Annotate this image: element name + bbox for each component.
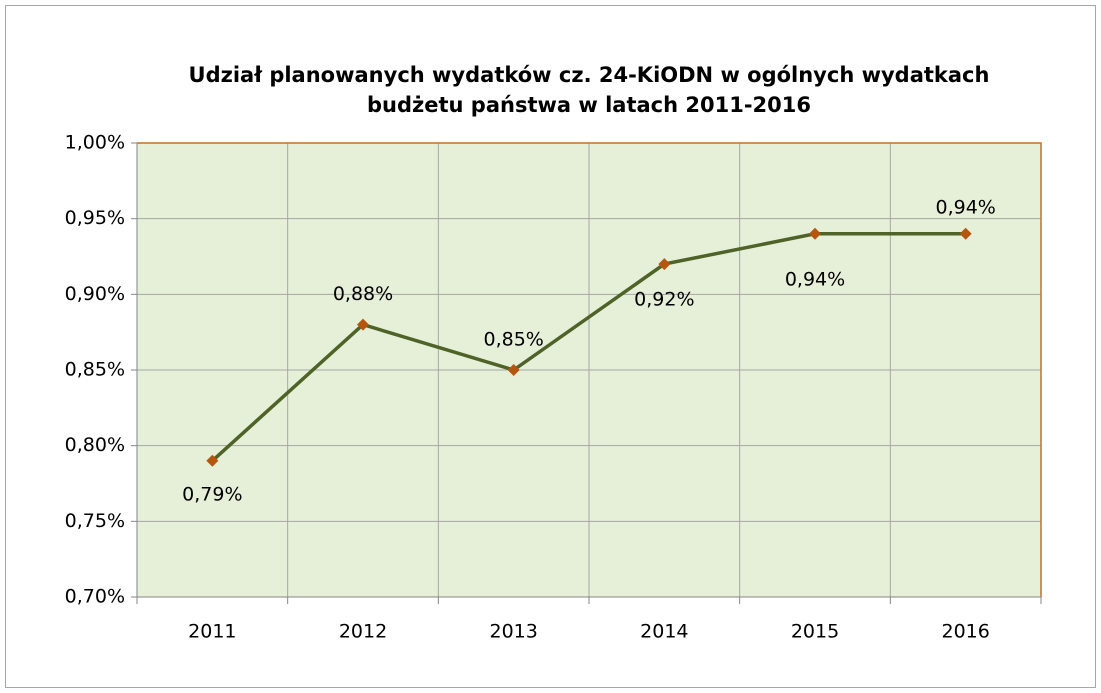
y-tick-label: 0,90% [65,283,125,305]
chart-title: budżetu państwa w latach 2011-2016 [367,93,811,117]
data-label: 0,94% [785,268,845,290]
data-point [206,454,219,467]
plot-border [137,142,1042,597]
data-label: 0,94% [935,196,995,218]
y-tick-label: 0,85% [65,359,125,381]
y-tick-label: 0,75% [65,510,125,532]
x-tick-label: 2015 [791,621,839,643]
data-point [357,318,369,331]
y-tick-label: 0,80% [65,434,125,456]
data-point [809,227,821,240]
x-tick-label: 2012 [339,621,387,643]
chart-title: Udział planowanych wydatków cz. 24-KiODN… [189,63,990,87]
x-tick-label: 2014 [640,621,688,643]
y-tick-label: 0,70% [65,586,125,608]
x-tick-label: 2011 [188,621,236,643]
data-label: 0,85% [483,329,543,351]
data-label: 0,79% [182,483,242,505]
data-point [959,227,972,240]
data-point [658,258,671,271]
x-tick-label: 2016 [941,621,989,643]
y-tick-label: 0,95% [65,207,125,229]
y-tick-label: 1,00% [65,132,125,154]
data-point [507,364,520,376]
x-tick-label: 2013 [489,621,537,643]
series-line [211,232,966,463]
data-label: 0,92% [634,289,694,311]
data-label: 0,88% [333,283,393,305]
